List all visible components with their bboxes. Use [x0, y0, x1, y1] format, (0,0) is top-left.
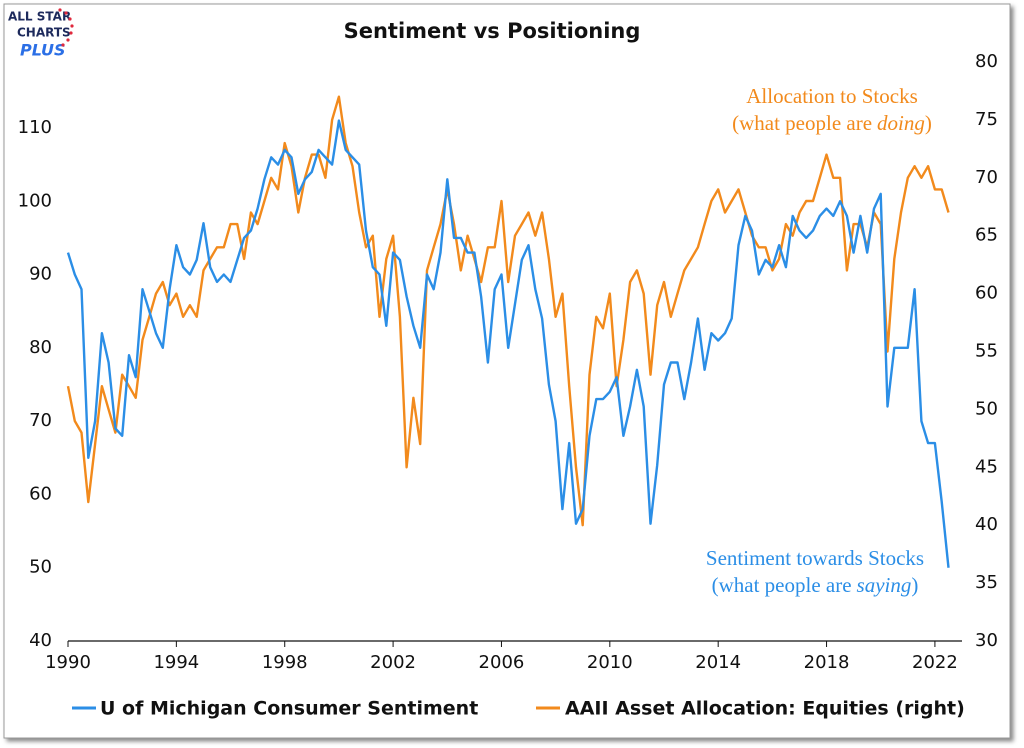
- x-tick-label: 1990: [45, 652, 91, 673]
- x-tick-label: 1994: [153, 652, 199, 673]
- y-tick-label: 80: [29, 337, 52, 358]
- legend-label: U of Michigan Consumer Sentiment: [100, 698, 478, 720]
- annotation: Sentiment towards Stocks: [706, 546, 924, 570]
- logo-text: PLUS: [20, 41, 66, 60]
- x-tick-label: 2002: [370, 652, 416, 673]
- line-series: [66, 95, 950, 527]
- y2-tick-label: 50: [975, 398, 998, 419]
- y-tick-label: 70: [29, 410, 52, 431]
- y-tick-label: 90: [29, 264, 52, 285]
- y2-tick-label: 80: [975, 51, 998, 72]
- y2-tick-label: 70: [975, 167, 998, 188]
- x-tick-label: 2006: [479, 652, 525, 673]
- y2-tick-label: 65: [975, 225, 998, 246]
- annotation: Allocation to Stocks: [746, 84, 918, 108]
- x-tick-label: 2010: [587, 652, 633, 673]
- x-tick-label: 2014: [695, 652, 741, 673]
- y2-tick-label: 75: [975, 109, 998, 130]
- y-tick-label: 60: [29, 483, 52, 504]
- x-tick-label: 1998: [262, 652, 308, 673]
- y2-tick-label: 30: [975, 630, 998, 651]
- y-tick-label: 110: [18, 117, 52, 138]
- logo-stars: [58, 8, 74, 47]
- chart-title: Sentiment vs Positioning: [344, 19, 641, 43]
- annotation-part: doing: [877, 111, 925, 135]
- y2-tick-label: 45: [975, 456, 998, 477]
- annotation-note: (what people are saying): [712, 573, 919, 597]
- annotation-part: (what people are: [712, 573, 852, 597]
- y-tick-label: 100: [18, 190, 52, 211]
- x-tick-label: 2022: [912, 652, 958, 673]
- line-series: [66, 119, 950, 568]
- frame: [3, 3, 1011, 739]
- logo: ALL STAR CHARTS PLUS: [8, 8, 74, 60]
- logo-text: CHARTS: [17, 26, 71, 40]
- y2-tick-label: 35: [975, 572, 998, 593]
- annotation-part: (what people are: [732, 111, 872, 135]
- y-tick-label: 50: [29, 557, 52, 578]
- annotation-part: ): [911, 573, 918, 597]
- legend-label: AAII Asset Allocation: Equities (right): [565, 698, 965, 720]
- annotation-part: saying: [857, 573, 912, 597]
- y-tick-label: 40: [29, 630, 52, 651]
- annotation-part: ): [925, 111, 932, 135]
- y2-tick-label: 55: [975, 341, 998, 362]
- logo-text: ALL STAR: [8, 10, 71, 24]
- y2-tick-label: 60: [975, 283, 998, 304]
- y2-tick-label: 40: [975, 514, 998, 535]
- x-tick-label: 2018: [804, 652, 850, 673]
- annotation-note: (what people are doing): [732, 111, 932, 135]
